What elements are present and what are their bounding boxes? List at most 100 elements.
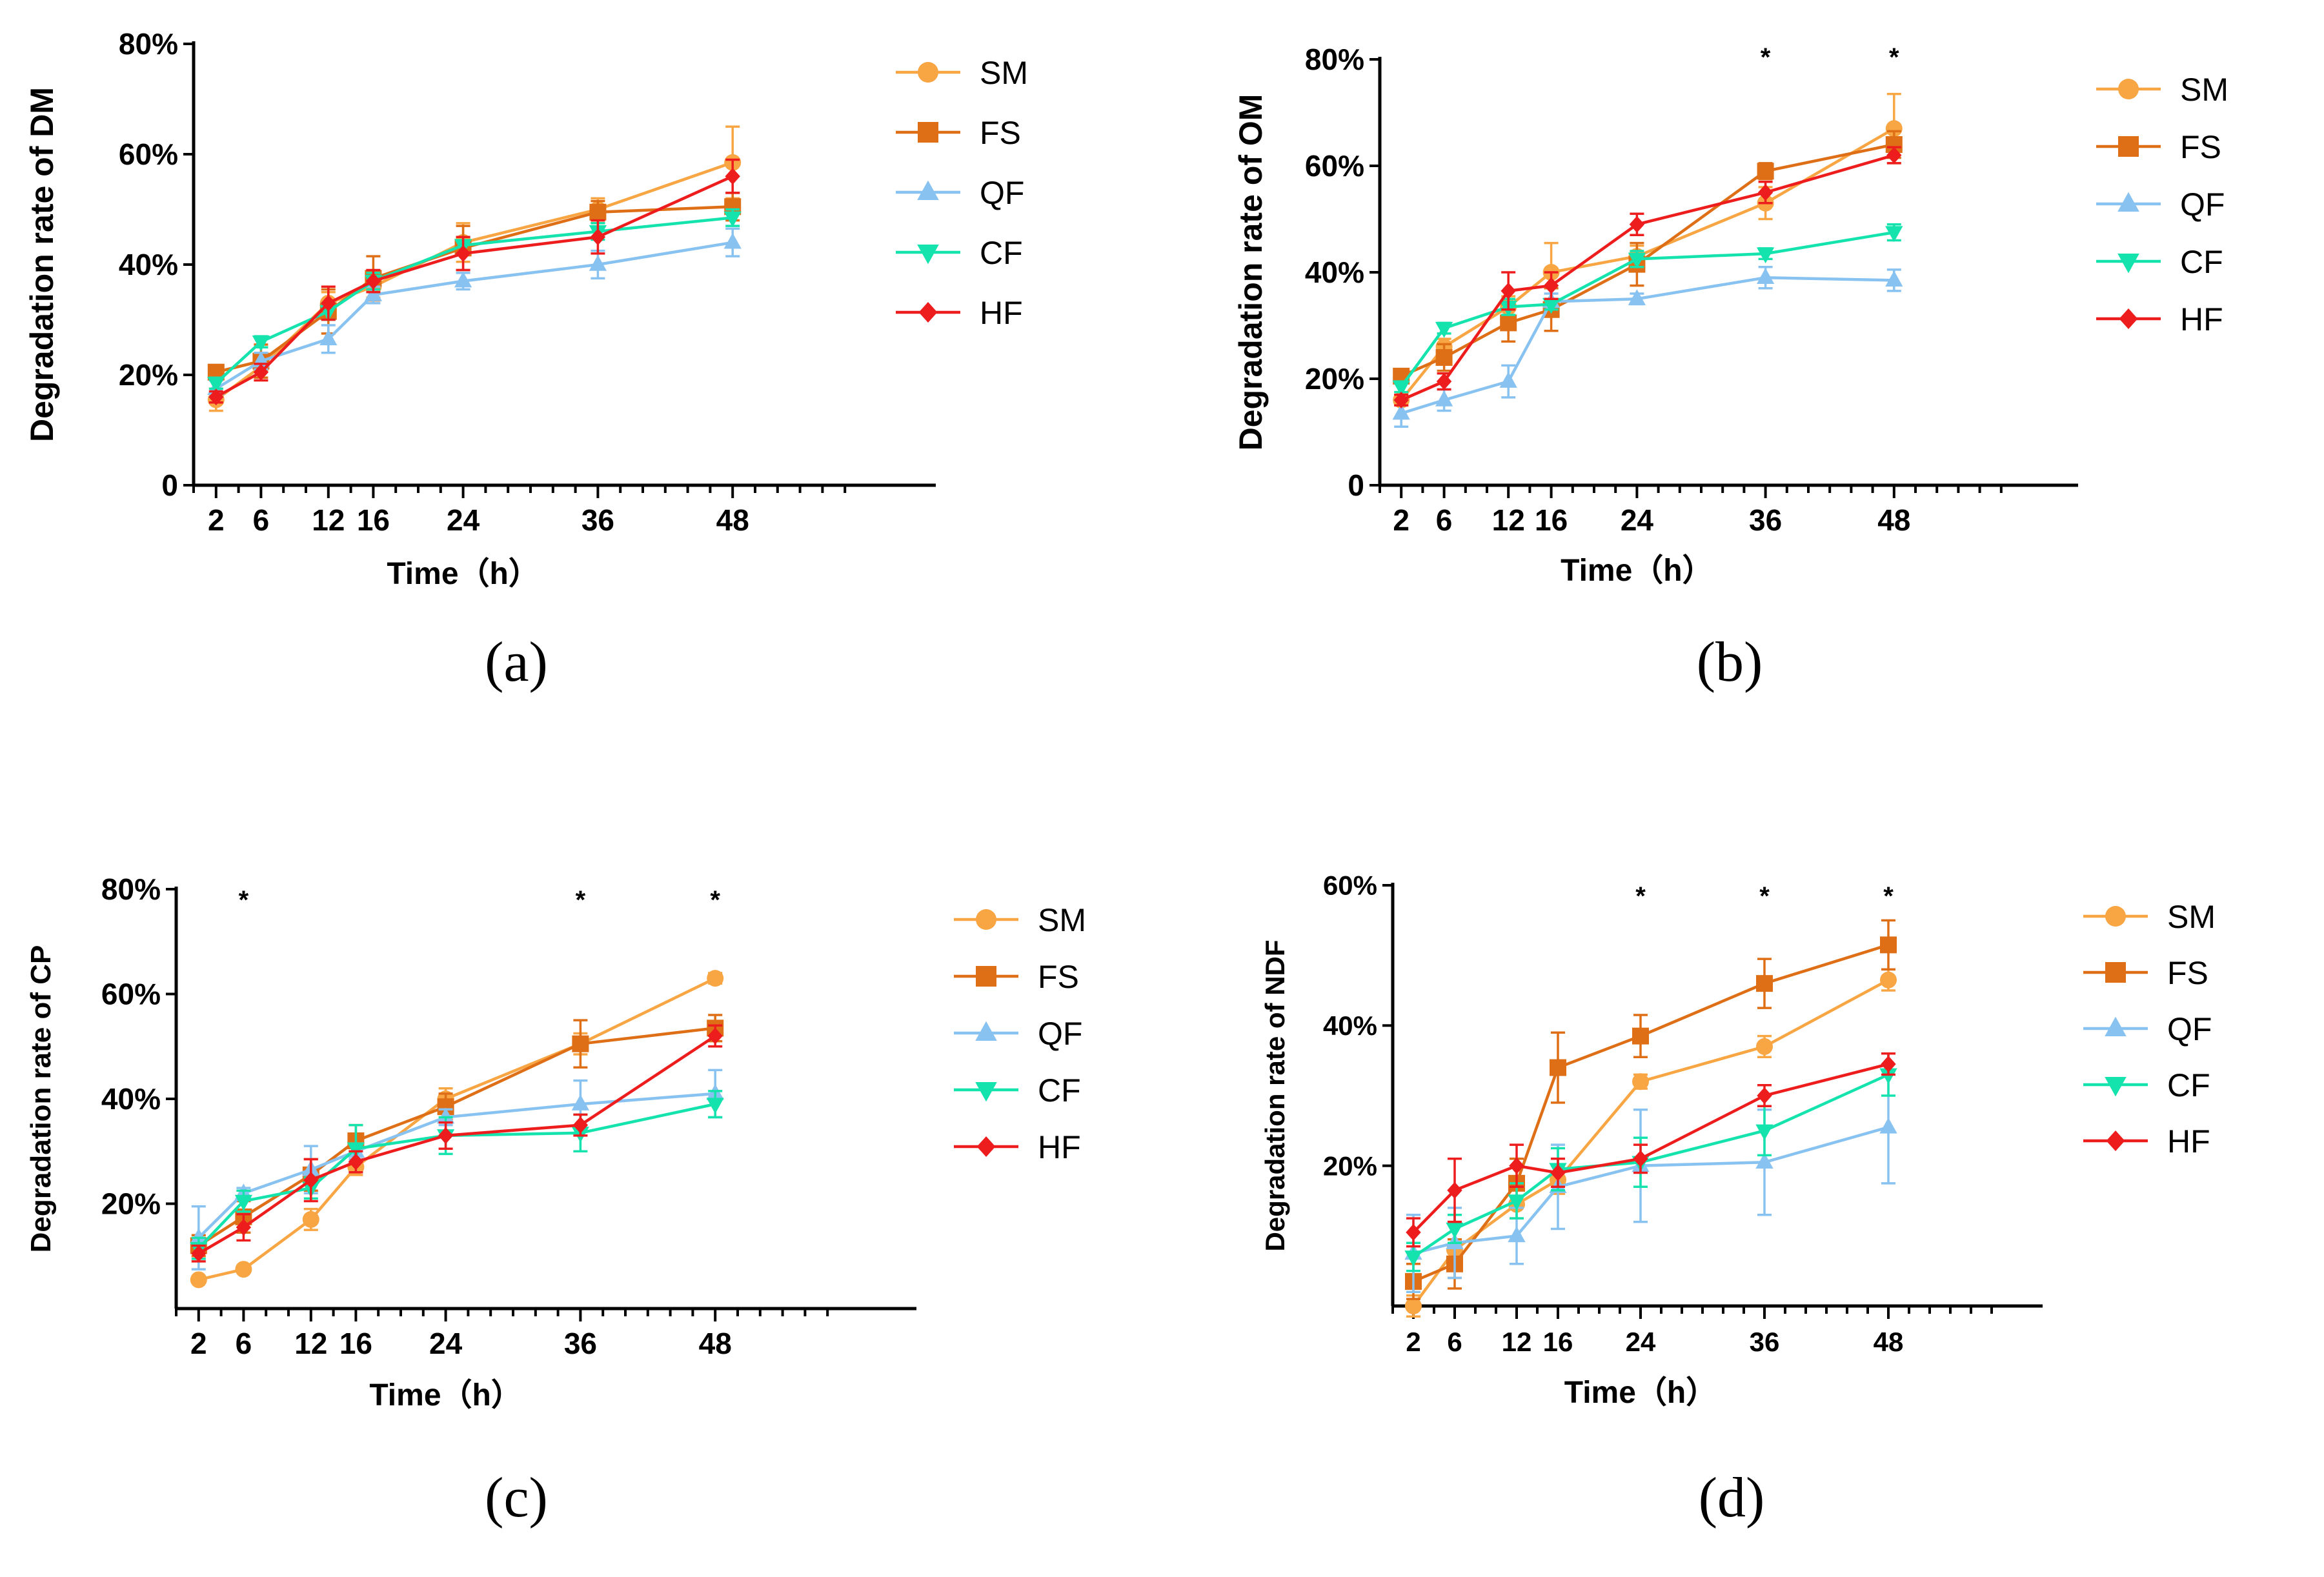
data-point — [723, 232, 742, 249]
x-tick-label: 12 — [312, 503, 345, 537]
data-point — [1446, 1222, 1464, 1239]
data-point — [1757, 184, 1773, 201]
data-point — [1756, 975, 1773, 992]
legend-marker — [2117, 254, 2139, 274]
x-tick-label: 24 — [1621, 503, 1654, 537]
series-HF — [191, 1024, 723, 1263]
data-point — [1509, 1157, 1524, 1174]
legend-marker — [917, 180, 939, 200]
legend-label: QF — [2180, 186, 2225, 223]
data-point — [1435, 390, 1453, 407]
x-tick-label: 48 — [699, 1327, 732, 1360]
series-line — [197, 1102, 716, 1250]
series-line — [215, 241, 733, 390]
data-point — [208, 388, 224, 406]
panel-caption: (b) — [1697, 631, 1763, 694]
data-point — [1756, 247, 1775, 264]
significance-mark: * — [576, 886, 586, 914]
x-axis-label: Time（h） — [1561, 554, 1713, 588]
y-axis-label: Degradation rate of NDF — [1260, 939, 1290, 1251]
x-tick-label: 48 — [1877, 503, 1910, 537]
series-CF — [1404, 1052, 1897, 1272]
significance-mark: * — [1761, 43, 1771, 72]
panel-caption: (c) — [485, 1467, 548, 1529]
legend-label: CF — [1038, 1072, 1081, 1109]
legend-marker — [2105, 1077, 2127, 1097]
legend-label: FS — [2167, 955, 2208, 991]
data-point — [1632, 1073, 1649, 1090]
x-tick-label: 24 — [447, 503, 480, 537]
x-tick-label: 2 — [208, 503, 225, 537]
data-point — [1406, 1223, 1421, 1241]
y-tick-label: 80% — [1305, 43, 1364, 76]
series-line — [198, 977, 716, 1281]
chart-panel-d: 2 6 12 16 24 36 48 20% 40% 60% Degradation rate of… — [1260, 870, 2216, 1529]
data-point — [590, 228, 606, 246]
series-HF — [1393, 146, 1902, 408]
significance-mark: * — [1759, 882, 1770, 910]
y-tick-label: 60% — [1323, 870, 1377, 901]
data-point — [1500, 314, 1517, 332]
legend-label: CF — [2167, 1067, 2210, 1103]
series-line — [197, 1034, 716, 1255]
data-point — [1885, 270, 1903, 287]
x-tick-label: 6 — [236, 1327, 252, 1360]
data-point — [1880, 936, 1897, 954]
series-HF — [208, 158, 740, 406]
data-point — [1543, 277, 1559, 294]
legend-label: FS — [1038, 959, 1079, 995]
x-tick-label: 12 — [294, 1327, 327, 1360]
data-point — [253, 363, 269, 381]
data-point — [723, 211, 742, 228]
x-tick-label: 12 — [1502, 1327, 1532, 1357]
x-tick-label: 36 — [1750, 1327, 1780, 1357]
data-point — [252, 335, 270, 352]
data-point — [1435, 321, 1453, 338]
y-tick-label: 40% — [1323, 1010, 1377, 1041]
data-point — [1880, 971, 1897, 989]
y-tick-label: 40% — [101, 1082, 161, 1116]
data-point — [207, 377, 225, 393]
legend-label: CF — [2180, 244, 2223, 280]
legend: SM FS QF CF HF — [2083, 899, 2216, 1160]
series-SM — [190, 970, 724, 1289]
data-point — [1879, 1117, 1897, 1134]
data-point — [1886, 146, 1902, 164]
data-point — [191, 1245, 207, 1262]
x-tick-label: 36 — [564, 1327, 597, 1360]
data-point — [725, 168, 740, 185]
x-tick-label: 2 — [190, 1327, 207, 1360]
legend-marker — [2106, 1130, 2125, 1151]
legend-marker — [2118, 136, 2139, 157]
y-tick-label: 60% — [119, 137, 178, 171]
panel-caption: (a) — [485, 631, 548, 694]
data-point — [1629, 216, 1645, 233]
data-point — [1550, 1059, 1566, 1076]
legend-marker — [2105, 1016, 2127, 1036]
data-point — [1885, 226, 1903, 243]
significance-mark: * — [710, 886, 720, 914]
series-CF — [1392, 223, 1903, 397]
significance-mark: * — [239, 886, 249, 914]
data-point — [571, 1094, 590, 1110]
legend-label: SM — [980, 55, 1028, 91]
data-point — [1628, 289, 1646, 305]
data-point — [1757, 163, 1774, 180]
data-point — [235, 1261, 252, 1278]
y-tick-label: 40% — [1305, 256, 1364, 289]
data-point — [1550, 1164, 1566, 1181]
x-tick-label: 48 — [716, 503, 749, 537]
legend-label: HF — [2180, 301, 2223, 337]
data-point — [1405, 1298, 1422, 1314]
data-point — [1756, 1038, 1773, 1055]
data-point — [1885, 120, 1903, 137]
panel-caption: (d) — [1699, 1467, 1765, 1529]
data-point — [1879, 1068, 1897, 1085]
x-tick-label: 48 — [1874, 1327, 1904, 1357]
series-line — [215, 216, 733, 385]
data-point — [1628, 252, 1646, 269]
legend: SM FS QF CF HF — [896, 55, 1028, 331]
legend-marker — [975, 1021, 997, 1041]
legend-marker — [976, 966, 996, 987]
data-point — [303, 1171, 319, 1189]
